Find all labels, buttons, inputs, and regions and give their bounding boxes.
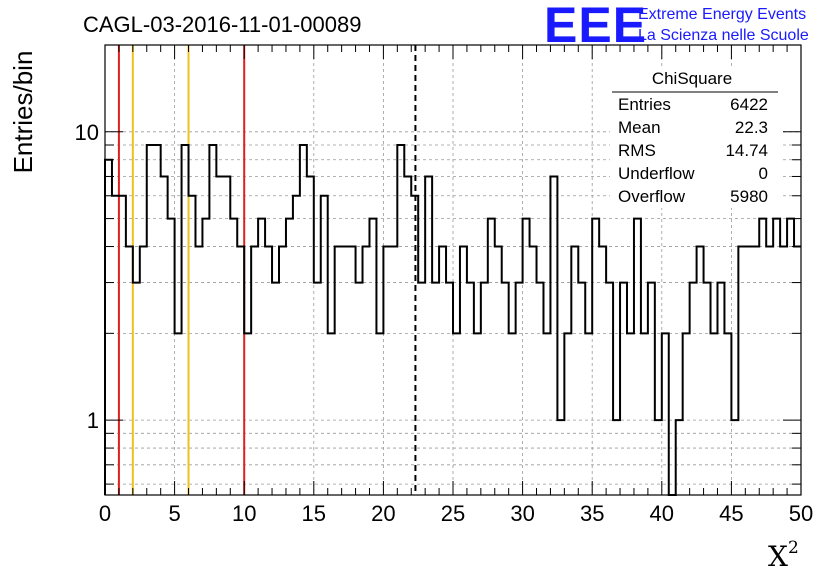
logo-line-2: La Scienza nelle Scuole — [638, 27, 809, 44]
stats-row-value: 5980 — [730, 187, 768, 206]
x-tick-labels: 0 5 10 15 20 25 30 35 40 45 50 — [99, 501, 813, 526]
y-tick-labels: 1 10 — [75, 120, 99, 433]
x-axis-label-superscript: 2 — [788, 538, 799, 558]
x-tick-label: 5 — [168, 501, 180, 526]
stats-box-background — [610, 66, 780, 208]
x-tick-label: 40 — [650, 501, 674, 526]
x-axis-label: X — [768, 540, 788, 572]
stats-row-value: 22.3 — [735, 118, 768, 137]
stats-row-label: Overflow — [618, 187, 686, 206]
axis-ticks — [104, 44, 802, 495]
y-tick-label: 10 — [75, 120, 99, 145]
histogram-series — [104, 143, 801, 496]
x-tick-label: 50 — [789, 501, 813, 526]
y-tick-label: 1 — [87, 408, 99, 433]
stats-row-value: 14.74 — [725, 141, 768, 160]
eee-logo-icon: EEE — [544, 0, 647, 53]
reference-lines — [117, 45, 417, 495]
stats-rows: Entries 6422 Mean 22.3 RMS 14.74 Underflow 0 Ove… — [618, 95, 768, 206]
x-tick-label: 20 — [371, 501, 395, 526]
stats-row-label: RMS — [618, 141, 656, 160]
x-tick-label: 30 — [510, 501, 534, 526]
x-tick-label: 45 — [719, 501, 743, 526]
stats-row-label: Mean — [618, 118, 661, 137]
x-tick-label: 25 — [441, 501, 465, 526]
stats-row-label: Underflow — [618, 164, 695, 183]
stats-row-value: 6422 — [730, 95, 768, 114]
y-axis-label: Entries/bin — [8, 51, 38, 174]
x-tick-label: 15 — [302, 501, 326, 526]
stats-row-label: Entries — [618, 95, 671, 114]
x-tick-label: 0 — [99, 501, 111, 526]
x-tick-label: 35 — [580, 501, 604, 526]
logo-line-1: Extreme Energy Events — [638, 6, 806, 23]
stats-title: ChiSquare — [652, 69, 732, 88]
stats-box: ChiSquare Entries 6422 Mean 22.3 RMS 14.74 Und… — [610, 66, 780, 208]
chart-title: CAGL-03-2016-11-01-00089 — [83, 12, 361, 37]
stats-row-value: 0 — [759, 164, 768, 183]
x-tick-label: 10 — [232, 501, 256, 526]
